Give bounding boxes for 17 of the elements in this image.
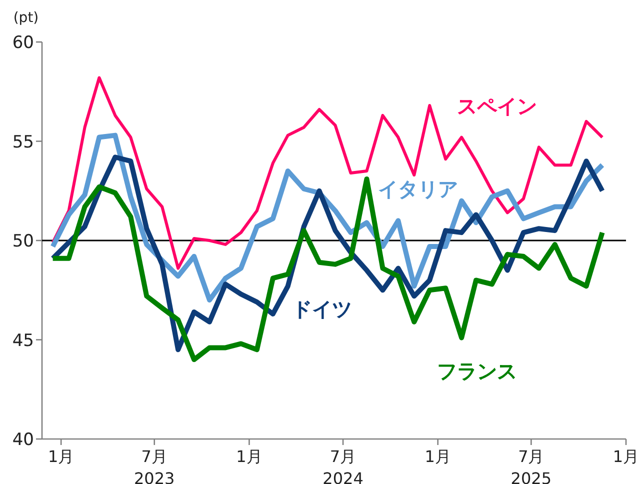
y-tick-label: 50: [12, 232, 34, 252]
x-tick-label: 7月 2023: [134, 447, 175, 484]
y-axis-title: (pt): [13, 10, 39, 26]
series-label: ドイツ: [292, 297, 352, 321]
y-tick-label: 60: [12, 33, 34, 53]
y-tick-label: 45: [12, 330, 34, 351]
x-tick-label: 1月: [612, 447, 640, 466]
x-tick-label: 1月: [48, 447, 74, 466]
y-tick-label: 40: [12, 430, 34, 450]
series-label: スペイン: [457, 94, 537, 118]
series-label: イタリア: [378, 177, 458, 201]
x-tick-label: 1月: [424, 447, 451, 466]
x-tick-label: 7月 2024: [322, 447, 364, 484]
series-label: フランス: [437, 359, 517, 383]
x-tick-label: 1月: [236, 447, 262, 466]
x-tick-label: 7月 2025: [510, 447, 552, 484]
y-tick-label: 55: [12, 132, 34, 152]
